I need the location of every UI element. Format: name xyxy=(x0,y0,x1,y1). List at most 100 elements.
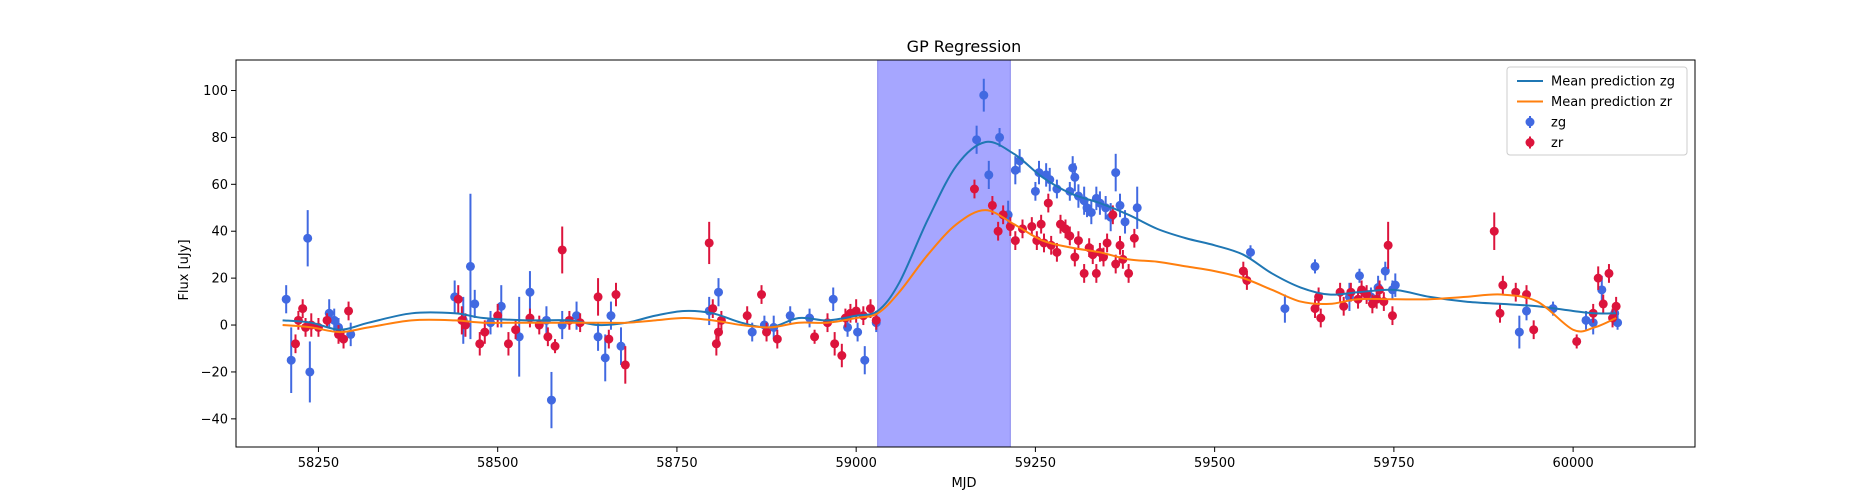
point-zr xyxy=(1037,220,1046,229)
point-zr xyxy=(604,335,613,344)
point-zg xyxy=(1246,248,1255,257)
point-zr xyxy=(872,316,881,325)
point-zg xyxy=(303,234,312,243)
point-zr xyxy=(773,335,782,344)
point-zg xyxy=(525,288,534,297)
y-tick-label: −20 xyxy=(201,365,228,380)
x-tick-label: 58250 xyxy=(298,456,339,471)
point-zr xyxy=(611,290,620,299)
point-zr xyxy=(1599,299,1608,308)
point-zg xyxy=(606,311,615,320)
point-zr xyxy=(1529,325,1538,334)
point-zg xyxy=(860,356,869,365)
point-zr xyxy=(344,306,353,315)
point-zg xyxy=(829,295,838,304)
point-zr xyxy=(621,360,630,369)
point-zr xyxy=(1490,227,1499,236)
point-zg xyxy=(853,328,862,337)
point-zr xyxy=(1065,231,1074,240)
chart-title: GP Regression xyxy=(907,37,1022,56)
point-zg xyxy=(1522,306,1531,315)
point-zr xyxy=(480,328,489,337)
point-zr xyxy=(454,295,463,304)
shaded-region xyxy=(878,60,1011,447)
point-zg xyxy=(305,367,314,376)
point-zr xyxy=(1116,241,1125,250)
legend-label: zg xyxy=(1551,116,1566,131)
y-axis-label: Flux [uJy] xyxy=(177,239,192,300)
point-zg xyxy=(984,170,993,179)
point-zr xyxy=(1052,248,1061,257)
point-zr xyxy=(1316,314,1325,323)
point-zg xyxy=(601,353,610,362)
point-zg xyxy=(1111,168,1120,177)
point-zr xyxy=(1092,269,1101,278)
point-zg xyxy=(1031,187,1040,196)
point-zg xyxy=(995,133,1004,142)
point-zr xyxy=(705,238,714,247)
legend-label: Mean prediction zr xyxy=(1551,95,1673,110)
x-tick-label: 60000 xyxy=(1552,456,1593,471)
point-zr xyxy=(1604,269,1613,278)
point-zr xyxy=(475,339,484,348)
legend-label: zr xyxy=(1551,136,1564,151)
point-zg xyxy=(1391,281,1400,290)
point-zr xyxy=(511,325,520,334)
point-zr xyxy=(504,339,513,348)
x-tick-label: 59750 xyxy=(1373,456,1414,471)
y-tick-label: −40 xyxy=(201,412,228,427)
x-tick-label: 59000 xyxy=(835,456,876,471)
point-zr xyxy=(291,339,300,348)
point-zr xyxy=(339,335,348,344)
point-zr xyxy=(1388,311,1397,320)
point-zr xyxy=(1495,309,1504,318)
point-zr xyxy=(1498,281,1507,290)
point-zg xyxy=(1087,208,1096,217)
point-zr xyxy=(1070,253,1079,262)
point-zr xyxy=(1130,234,1139,243)
point-zr xyxy=(1011,236,1020,245)
legend: Mean prediction zg Mean prediction zr zg zr xyxy=(1507,67,1687,155)
point-zr xyxy=(558,245,567,254)
point-zg xyxy=(979,91,988,100)
point-zr xyxy=(551,342,560,351)
point-zg xyxy=(287,356,296,365)
legend-swatch-point xyxy=(1526,138,1535,147)
y-tick-label: 20 xyxy=(211,272,228,287)
y-tick-label: 0 xyxy=(220,319,228,334)
x-tick-label: 59500 xyxy=(1194,456,1235,471)
legend-swatch-point xyxy=(1526,118,1535,127)
point-zr xyxy=(1124,269,1133,278)
point-zr xyxy=(298,304,307,313)
legend-label: Mean prediction zg xyxy=(1551,75,1675,90)
point-zg xyxy=(1011,166,1020,175)
y-tick-label: 100 xyxy=(203,84,228,99)
point-zr xyxy=(1384,241,1393,250)
point-zr xyxy=(1080,269,1089,278)
point-zg xyxy=(714,288,723,297)
point-zr xyxy=(1027,222,1036,231)
point-zr xyxy=(1103,238,1112,247)
point-zr xyxy=(543,332,552,341)
point-zg xyxy=(1515,328,1524,337)
point-zg xyxy=(1121,217,1130,226)
point-zg xyxy=(1133,203,1142,212)
point-zr xyxy=(970,185,979,194)
point-zr xyxy=(757,290,766,299)
point-zr xyxy=(762,328,771,337)
y-tick-label: 60 xyxy=(211,178,228,193)
point-zg xyxy=(1070,173,1079,182)
point-zg xyxy=(1311,262,1320,271)
point-zr xyxy=(810,332,819,341)
point-zr xyxy=(594,292,603,301)
point-zr xyxy=(1594,274,1603,283)
y-tick-label: 40 xyxy=(211,225,228,240)
point-zg xyxy=(466,262,475,271)
x-axis-label: MJD xyxy=(951,476,976,491)
point-zr xyxy=(743,311,752,320)
point-zg xyxy=(1280,304,1289,313)
point-zr xyxy=(830,339,839,348)
point-zr xyxy=(988,201,997,210)
point-zr xyxy=(323,316,332,325)
